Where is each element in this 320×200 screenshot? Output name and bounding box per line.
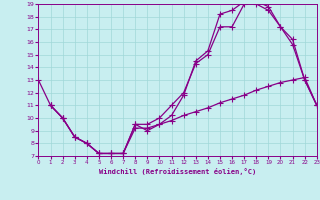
X-axis label: Windchill (Refroidissement éolien,°C): Windchill (Refroidissement éolien,°C) [99, 168, 256, 175]
